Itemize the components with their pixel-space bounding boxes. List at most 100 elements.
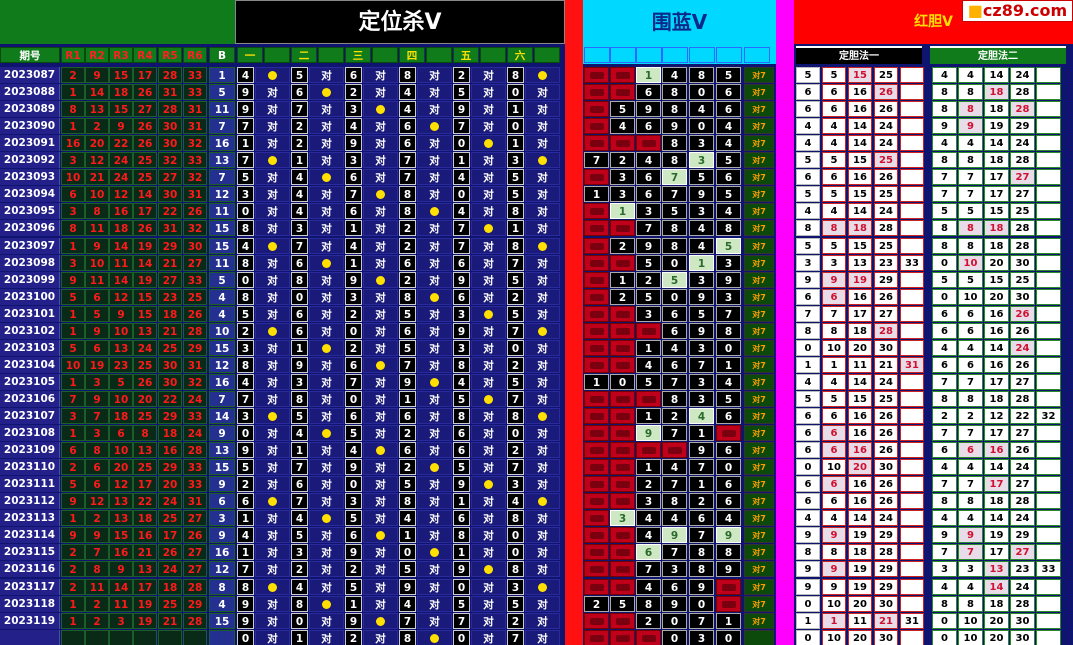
dw-kill-digit: 4 [291, 186, 308, 203]
dw-mark-text: 对 [375, 223, 386, 236]
wl-result-tag: 对7 [744, 339, 774, 356]
red-ball-number: 1 [61, 118, 85, 135]
wl-digit: 4 [636, 356, 661, 373]
table-row: 2023092 3 12 24 25 32 33 13 7 1 对 3 对 7 对 1 对 3 7 2 4 8 3 5 对7 5 5… [0, 152, 1073, 169]
red-ball-number: 18 [158, 305, 182, 322]
dw-title: 定位杀V [235, 0, 565, 44]
wl-digit [584, 425, 609, 442]
hit-ball-icon [538, 326, 547, 336]
hd2-number: 7 [932, 169, 957, 186]
dw-kill-digit: 4 [345, 237, 362, 254]
dw-kill-digit: 0 [453, 135, 470, 152]
dw-kill-digit: 0 [291, 288, 308, 305]
dw-mark-text: 对 [483, 530, 494, 543]
wl-result-tag: 对7 [744, 612, 774, 629]
hd1-number: 16 [848, 476, 872, 493]
dw-kill-digit: 1 [399, 527, 416, 544]
dw-mark-cell: 对 [525, 476, 560, 493]
red-ball-number: 25 [133, 152, 157, 169]
dw-kill-digit: 9 [237, 612, 254, 629]
wl-digit [610, 476, 635, 493]
red-ball-number: 28 [158, 67, 182, 83]
dw-kill-digit: 8 [507, 510, 524, 527]
hd1-number: 4 [796, 510, 820, 527]
hit-ball-icon [430, 122, 439, 132]
hd2-number [1036, 271, 1061, 288]
dw-mark-cell: 对 [309, 186, 344, 203]
dw-kill-digit: 2 [237, 322, 254, 339]
wl-result-tag: 对7 [744, 442, 774, 459]
red-ball-number: 25 [183, 288, 207, 305]
dw-kill-digit: 8 [237, 220, 254, 237]
dw-mark-cell: 对 [525, 339, 560, 356]
dw-kill-digit: 1 [345, 254, 362, 271]
issue-number: 2023100 [0, 288, 60, 305]
hd2-number: 0 [932, 629, 957, 645]
dw-kill-digit: 9 [399, 373, 416, 390]
red-ball-number: 16 [61, 135, 85, 152]
table-row: 2023089 8 13 15 27 28 31 11 9 对 7 对 3 4 对 9 对 1 对 5 9 8 4 6 对7 6 6… [0, 101, 1073, 118]
wl-digit: 9 [636, 425, 661, 442]
wl-empty-marker [615, 72, 630, 79]
table-row: 2023102 1 9 10 13 21 28 10 2 6 对 0 对 6 对 9 对 7 6 9 8 对7 8 8 18 28… [0, 322, 1073, 340]
hit-ball-icon [322, 88, 331, 98]
hd2-number: 7 [932, 186, 957, 203]
wl-digit: 3 [689, 629, 714, 645]
hd1-number: 9 [796, 561, 820, 578]
hd1-number [900, 322, 924, 339]
table-row: 2023099 9 11 14 19 27 33 5 0 对 8 对 9 2 对 9 对 5 对 1 2 5 3 9 对7 9 9 1… [0, 271, 1073, 289]
wl-digit [636, 442, 661, 459]
issue-number: 2023092 [0, 152, 60, 169]
dw-mark-cell [525, 493, 560, 510]
hd1-number: 4 [796, 135, 820, 152]
red-ball-number: 1 [61, 84, 85, 101]
hd2-number: 4 [958, 510, 983, 527]
wl-digit: 9 [716, 527, 741, 544]
hd2-number: 4 [958, 67, 983, 83]
dw-mark-text: 对 [429, 257, 440, 270]
dw-kill-digit: 4 [291, 203, 308, 220]
wl-digit: 2 [636, 271, 661, 288]
dw-kill-digit: 4 [399, 101, 416, 118]
dw-mark-cell: 对 [471, 203, 506, 220]
red-ball-number: 27 [183, 544, 207, 561]
dw-mark-cell: 对 [309, 459, 344, 476]
wl-digit [636, 390, 661, 407]
hd2-number: 28 [1010, 237, 1035, 254]
hd1-number: 17 [848, 305, 872, 322]
dw-mark-text: 对 [375, 257, 386, 270]
red-ball-number: 5 [61, 288, 85, 305]
issue-number: 2023111 [0, 476, 60, 493]
issue-number: 2023115 [0, 544, 60, 561]
hd1-number: 10 [822, 459, 846, 476]
wl-digit [584, 629, 609, 645]
hd1-number: 6 [822, 169, 846, 186]
dw-mark-text: 对 [267, 274, 278, 287]
hit-ball-icon [322, 173, 331, 183]
hd2-number [1036, 84, 1061, 101]
blue-ball-number: 14 [209, 408, 235, 424]
hd1-number: 19 [848, 271, 872, 288]
dw-mark-cell: 对 [309, 356, 344, 373]
dw-kill-digit: 6 [399, 322, 416, 339]
dw-kill-digit: 2 [345, 561, 362, 578]
hd1-number [900, 84, 924, 101]
red-ball-number [109, 629, 133, 645]
blue-ball-number: 12 [209, 356, 235, 373]
hd1-number: 29 [874, 271, 898, 288]
dw-kill-digit: 9 [399, 578, 416, 595]
wl-digit: 4 [689, 237, 714, 254]
table-row: 2023100 5 6 12 15 23 25 4 8 对 0 对 3 对 8 6 对 2 对 2 5 0 9 3 对7 6 6 16… [0, 288, 1073, 306]
red-ball-number: 29 [183, 595, 207, 612]
red-ball-number: 14 [85, 84, 109, 101]
hd1-number [900, 237, 924, 254]
dw-mark-cell: 对 [309, 135, 344, 152]
dw-kill-digit: 3 [291, 220, 308, 237]
wl-digit: 5 [689, 305, 714, 322]
hd2-number: 7 [958, 186, 983, 203]
wl-empty-marker [667, 447, 682, 455]
wl-result-tag: 对7 [744, 356, 774, 373]
hit-ball-icon [322, 514, 331, 524]
dw-mark-cell [309, 254, 344, 271]
dw-mark-text: 对 [321, 138, 332, 151]
